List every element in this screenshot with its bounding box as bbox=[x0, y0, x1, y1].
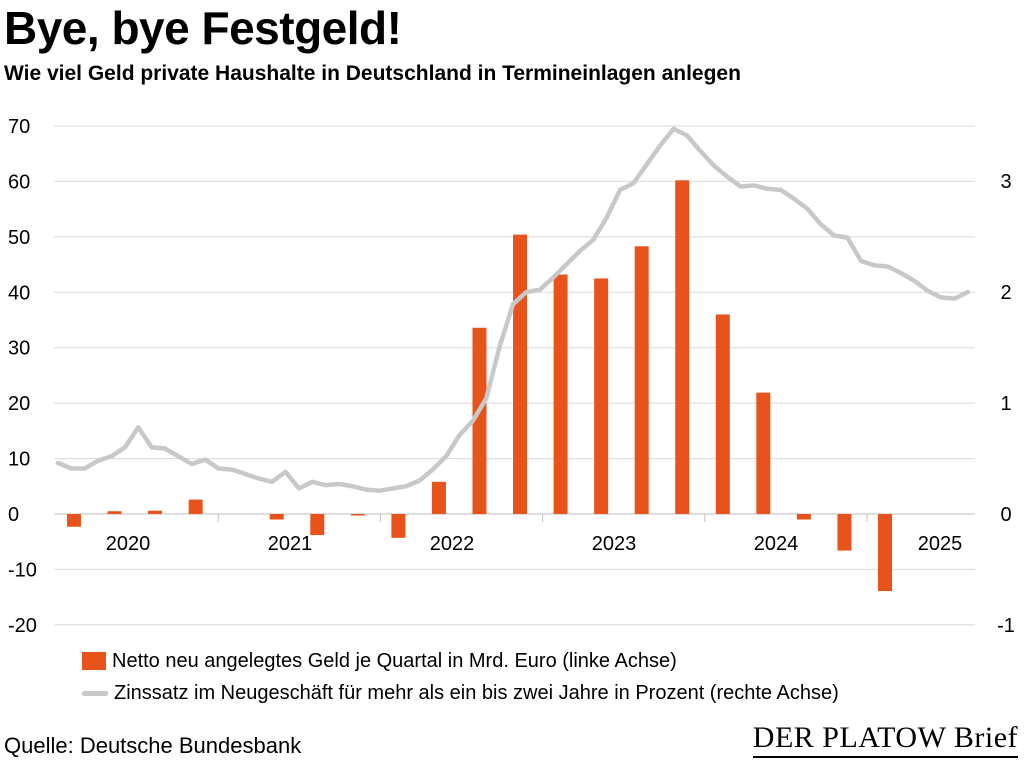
y-tick-label: 70 bbox=[8, 116, 30, 138]
y-tick-label: 50 bbox=[8, 227, 30, 249]
x-tick-label: 2022 bbox=[430, 533, 475, 555]
legend-item-bars: Netto neu angelegtes Geld je Quartal in … bbox=[82, 648, 677, 674]
y2-tick-label: 1 bbox=[1000, 393, 1011, 415]
bar bbox=[391, 514, 406, 538]
line-series bbox=[55, 126, 971, 493]
x-tick-label: 2021 bbox=[268, 533, 313, 555]
legend-line-swatch bbox=[82, 690, 108, 696]
bar bbox=[148, 510, 163, 514]
x-tick-label: 2025 bbox=[918, 533, 963, 555]
bar bbox=[796, 514, 811, 520]
y-tick-label: 0 bbox=[8, 504, 19, 526]
bar bbox=[553, 274, 568, 514]
bar bbox=[715, 314, 730, 514]
legend-item-line: Zinssatz im Neugeschäft für mehr als ein… bbox=[82, 680, 839, 706]
x-axis-ticks: 2020 2021 2022 2023 2024 2025 bbox=[106, 533, 963, 555]
rate-line bbox=[55, 126, 971, 493]
bar bbox=[756, 392, 771, 514]
x-tick-label: 2020 bbox=[106, 533, 151, 555]
bar bbox=[67, 514, 81, 527]
legend-line-label: Zinssatz im Neugeschäft für mehr als ein… bbox=[114, 682, 839, 704]
chart-subtitle: Wie viel Geld private Haushalte in Deuts… bbox=[4, 62, 741, 85]
legend-bar-swatch bbox=[82, 652, 106, 670]
chart-title: Bye, bye Festgeld! bbox=[4, 2, 402, 54]
y2-tick-label: 2 bbox=[1000, 282, 1011, 304]
bar bbox=[310, 514, 325, 536]
y-tick-label: -10 bbox=[8, 559, 37, 581]
y2-tick-label: 3 bbox=[1000, 171, 1011, 193]
y-tick-label: -20 bbox=[8, 615, 37, 637]
x-tick-label: 2024 bbox=[754, 533, 799, 555]
y-tick-label: 40 bbox=[8, 282, 30, 304]
left-axis-ticks: 70 60 50 40 30 20 10 0 -10 -20 bbox=[8, 116, 37, 637]
y-tick-label: 30 bbox=[8, 338, 30, 360]
bar bbox=[350, 514, 365, 516]
bar-series bbox=[67, 180, 892, 592]
bar bbox=[188, 499, 203, 514]
bar bbox=[878, 514, 892, 592]
right-axis-ticks: 3 2 1 0 -1 bbox=[997, 171, 1015, 637]
bar bbox=[431, 481, 446, 514]
source-note: Quelle: Deutsche Bundesbank bbox=[4, 733, 302, 758]
y-tick-label: 60 bbox=[8, 171, 30, 193]
x-tick-label: 2023 bbox=[592, 533, 637, 555]
legend-bar-label: Netto neu angelegtes Geld je Quartal in … bbox=[112, 650, 677, 672]
bar bbox=[675, 180, 690, 514]
bar bbox=[634, 246, 649, 514]
y-tick-label: 20 bbox=[8, 393, 30, 415]
y2-tick-label: 0 bbox=[1000, 504, 1011, 526]
bar bbox=[594, 278, 609, 514]
bar bbox=[513, 234, 528, 514]
bar bbox=[837, 514, 852, 551]
bar bbox=[472, 327, 487, 514]
y-tick-label: 10 bbox=[8, 449, 30, 471]
brand-logo: DER PLATOW Brief bbox=[752, 720, 1018, 758]
bar bbox=[269, 514, 284, 520]
y2-tick-label: -1 bbox=[997, 615, 1015, 637]
bar bbox=[107, 511, 122, 514]
